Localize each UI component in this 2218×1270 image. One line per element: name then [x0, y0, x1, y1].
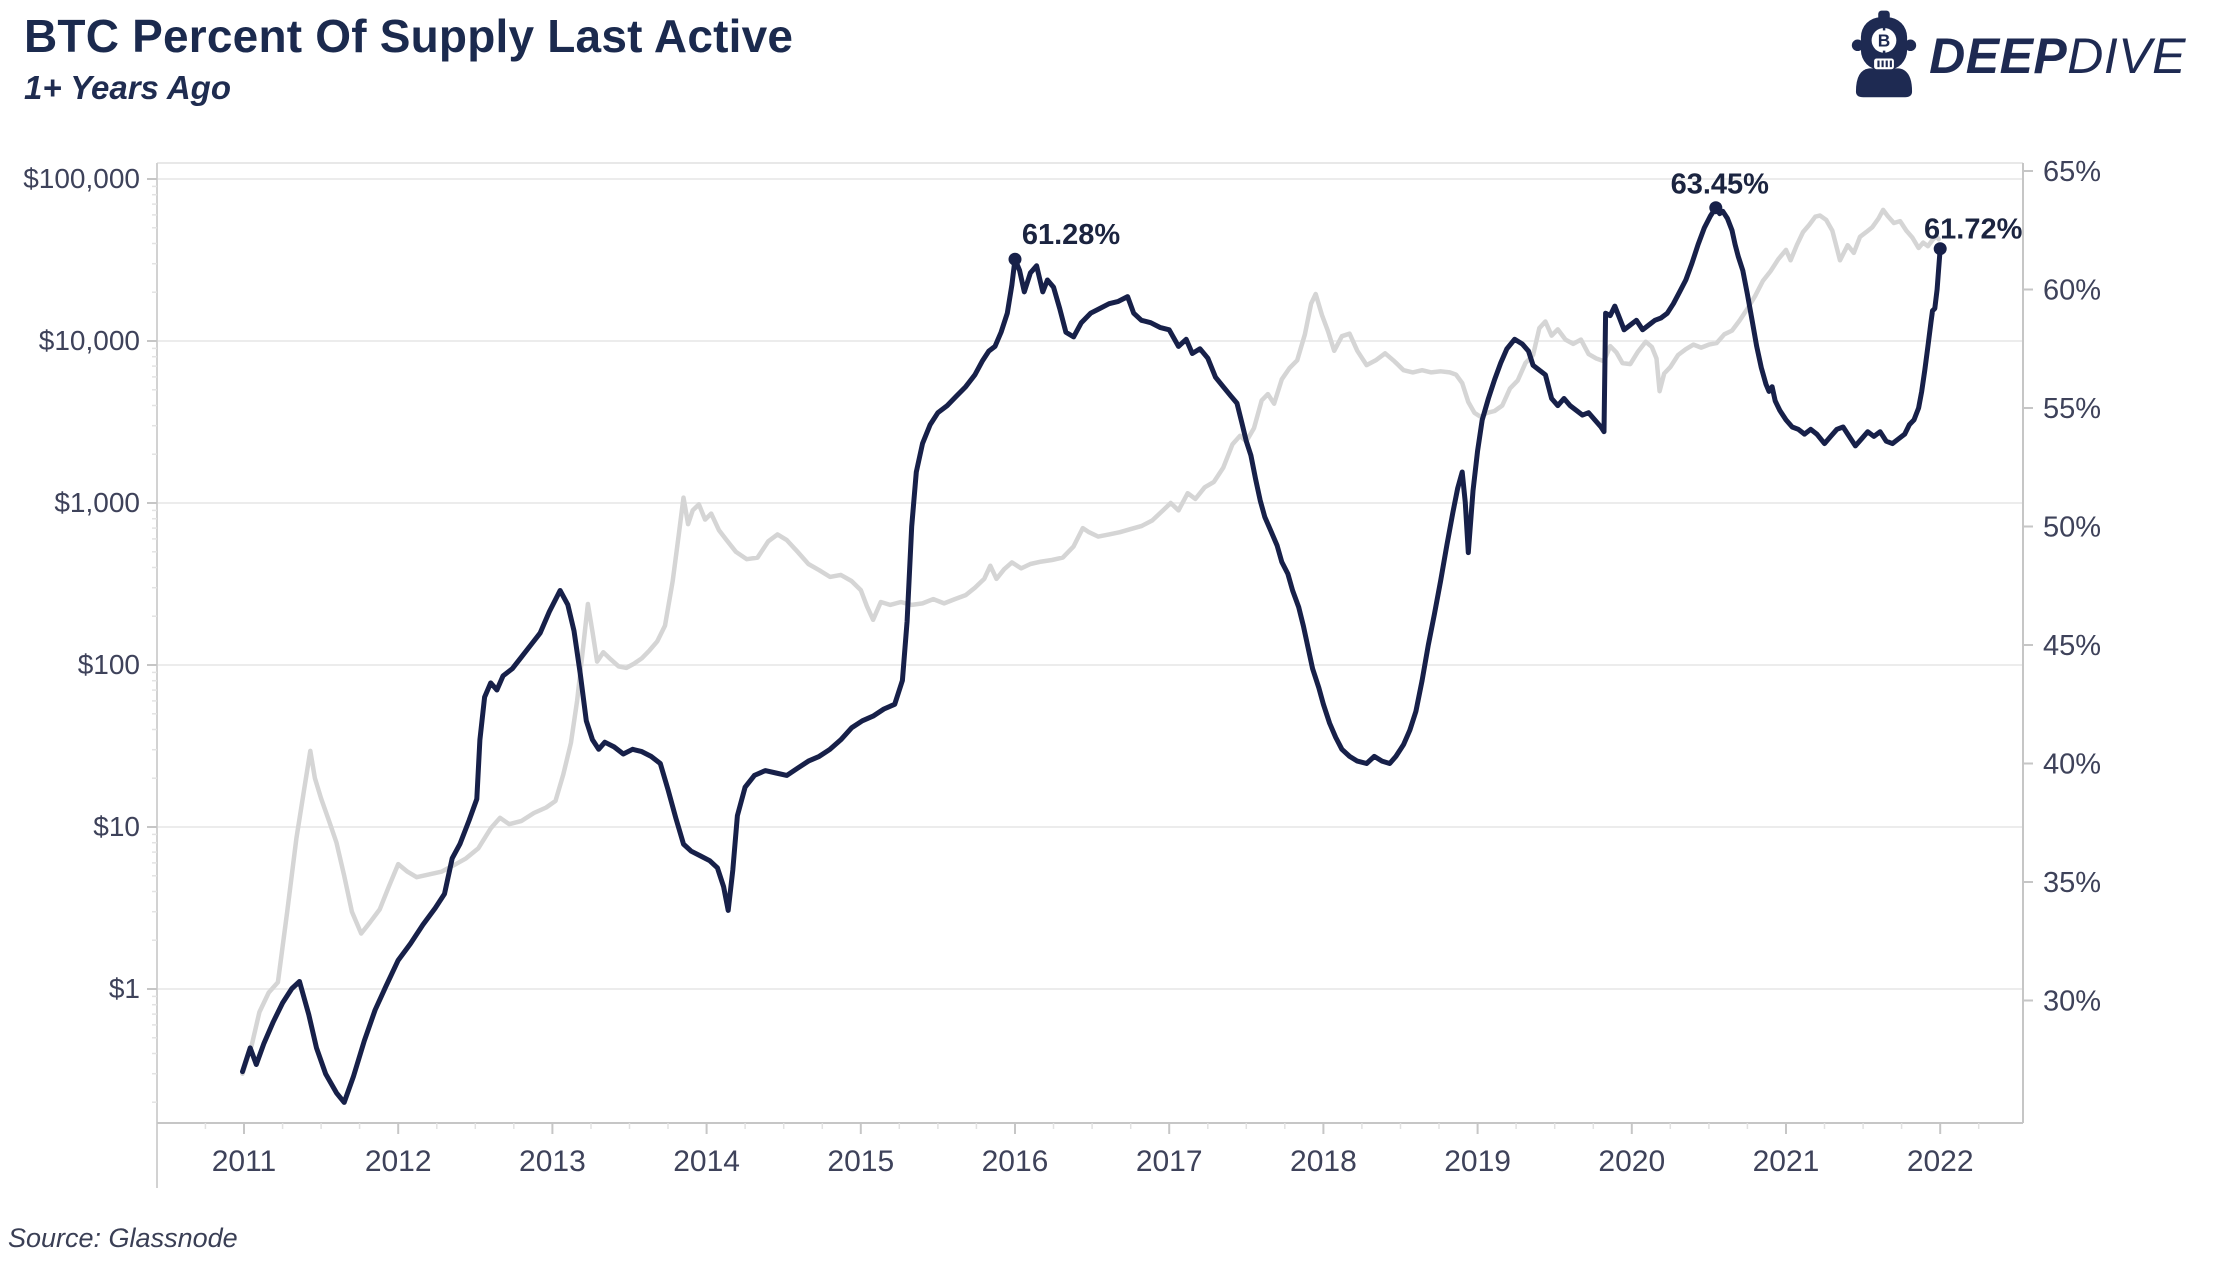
brand-wordmark: DEEPDIVE [1929, 27, 2186, 85]
annotation-label: 61.72% [1924, 214, 2023, 246]
x-tick-label: 2016 [982, 1145, 1049, 1178]
y-tick-label-left: $1,000 [54, 487, 140, 518]
y-tick-label-left: $1 [109, 973, 140, 1004]
data-point-marker [1933, 242, 1947, 256]
y-tick-label-left: $100,000 [23, 163, 140, 194]
y-tick-label-right: 50% [2043, 512, 2101, 544]
x-tick-label: 2015 [827, 1145, 894, 1178]
x-tick-label: 2020 [1598, 1145, 1665, 1178]
x-axis: 2011 2012 2013 2014 2015 2016 2017 2018 2019 2020… [204, 1123, 1980, 1178]
y-tick-label-right: 65% [2043, 156, 2101, 188]
annotation-label: 61.28% [1022, 219, 1121, 251]
page-title: BTC Percent Of Supply Last Active [24, 10, 794, 62]
brand-dive: DIVE [2067, 28, 2186, 84]
x-tick-label: 2019 [1444, 1145, 1511, 1178]
y-tick-label-left: $10,000 [39, 325, 140, 356]
data-point-marker [1709, 201, 1723, 215]
y-tick-label-right: 55% [2043, 393, 2101, 425]
annotation-label: 63.45% [1671, 169, 1770, 201]
chart-header: BTC Percent Of Supply Last Active 1+ Yea… [24, 10, 793, 107]
diving-helmet-icon: B [1851, 10, 1917, 98]
price-line [240, 207, 1941, 1076]
deepdive-logo: B DEEPDIVE [1851, 8, 2186, 104]
y-tick-label-right: 30% [2043, 986, 2101, 1018]
y-tick-label-right: 35% [2043, 867, 2101, 899]
y-axis-left: $100,000 $10,000 $1,000 $100 $10 $1 [23, 163, 157, 1103]
y-tick-label-right: 40% [2043, 749, 2101, 781]
page-subtitle: 1+ Years Ago [24, 68, 231, 106]
brand-deep: DEEP [1929, 28, 2068, 84]
x-tick-label: 2013 [519, 1145, 586, 1178]
x-tick-label: 2017 [1136, 1145, 1203, 1178]
y-tick-label-left: $100 [78, 649, 140, 680]
annotations: 61.28% 63.45% 61.72% [1008, 169, 2023, 266]
axes [156, 163, 2024, 1188]
x-tick-label: 2011 [212, 1145, 277, 1178]
x-tick-label: 2018 [1290, 1145, 1357, 1178]
y-tick-label-right: 45% [2043, 630, 2101, 662]
y-tick-label-right: 60% [2043, 275, 2101, 307]
source-note: Source: Glassnode [8, 1223, 238, 1253]
data-point-marker [1008, 252, 1022, 266]
x-tick-label: 2014 [673, 1145, 740, 1178]
x-tick-label: 2021 [1753, 1145, 1820, 1178]
y-axis-right: 65% 60% 55% 50% 45% 40% 35% 30% [2023, 156, 2101, 1018]
gridlines [157, 162, 2023, 990]
supply-active-line [240, 205, 1943, 1105]
x-tick-label: 2012 [365, 1145, 432, 1178]
svg-text:B: B [1878, 31, 1891, 51]
x-tick-label: 2022 [1907, 1145, 1974, 1178]
y-tick-label-left: $10 [93, 811, 140, 842]
